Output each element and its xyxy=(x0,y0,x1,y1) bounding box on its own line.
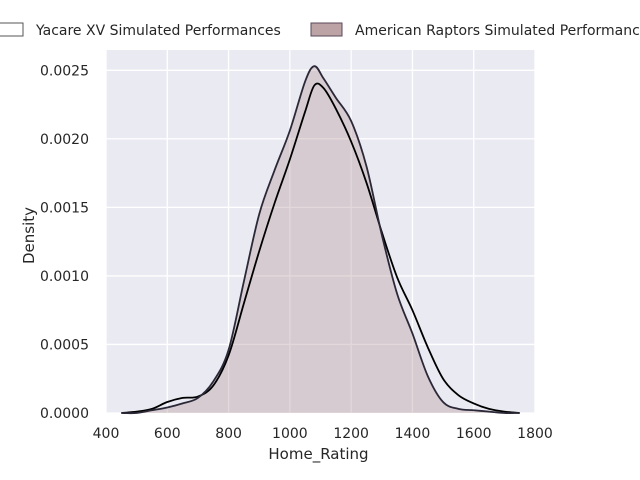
y-tick-label: 0.0005 xyxy=(40,337,89,353)
density-fill xyxy=(121,66,520,414)
legend-swatch xyxy=(310,22,343,37)
density-areas xyxy=(121,65,520,415)
x-axis-ticks: 400 600 800 1000 1200 1400 1600 1800 xyxy=(93,426,553,442)
legend-label: Yacare XV Simulated Performances xyxy=(35,23,281,39)
density-line xyxy=(121,65,520,415)
y-tick-label: 0.0025 xyxy=(40,63,89,79)
plot-area xyxy=(106,50,535,413)
x-tick-label: 400 xyxy=(93,426,120,442)
x-tick-label: 600 xyxy=(154,426,181,442)
y-axis-label: Density xyxy=(20,207,38,264)
legend-swatch xyxy=(0,22,24,37)
y-tick-label: 0.0000 xyxy=(40,406,89,422)
legend: Yacare XV Simulated Performances American… xyxy=(0,22,640,39)
density-line xyxy=(121,82,520,414)
x-tick-label: 1800 xyxy=(517,426,553,442)
y-tick-label: 0.0010 xyxy=(40,269,89,285)
x-axis-label: Home_Rating xyxy=(268,445,368,464)
y-tick-label: 0.0020 xyxy=(40,132,89,148)
y-axis-ticks: 0.0000 0.0005 0.0010 0.0015 0.0020 0.0025 xyxy=(40,63,89,422)
legend-label: American Raptors Simulated Performances xyxy=(355,23,640,39)
y-tick-label: 0.0015 xyxy=(40,200,89,216)
x-tick-label: 1000 xyxy=(272,426,308,442)
x-tick-label: 800 xyxy=(215,426,242,442)
x-tick-label: 1400 xyxy=(395,426,431,442)
x-tick-label: 1200 xyxy=(333,426,369,442)
x-tick-label: 1600 xyxy=(456,426,492,442)
grid-lines xyxy=(105,50,536,414)
